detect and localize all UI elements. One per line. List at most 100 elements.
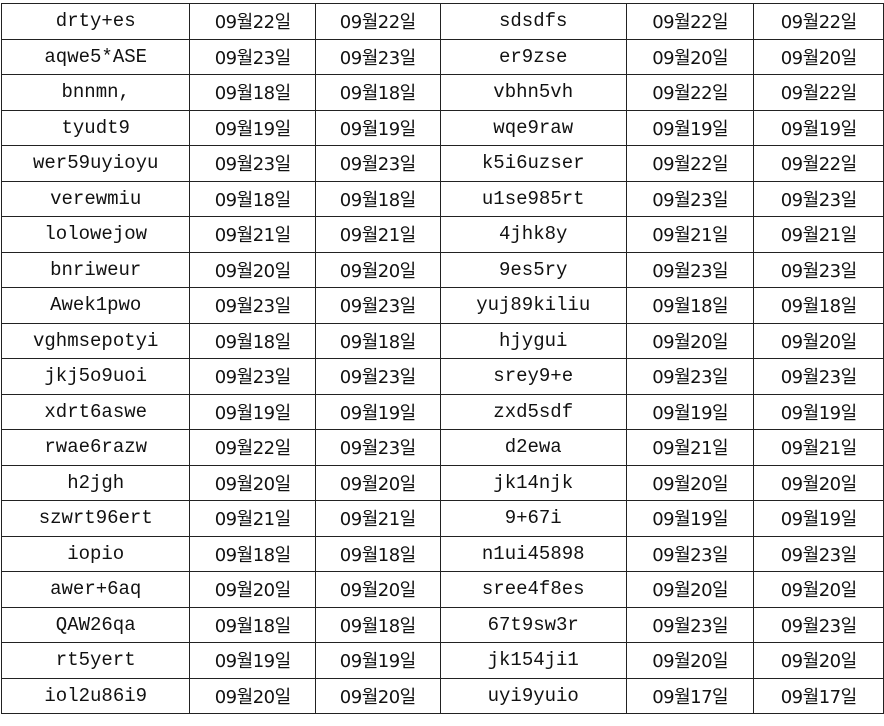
date-cell[interactable]: 09월22일: [753, 74, 884, 111]
code-cell[interactable]: QAW26qa: [0, 606, 191, 643]
code-cell[interactable]: rt5yert: [0, 642, 191, 679]
date-cell[interactable]: 09월23일: [625, 180, 755, 217]
date-cell[interactable]: 09월20일: [625, 322, 755, 359]
date-cell[interactable]: 09월22일: [189, 3, 316, 40]
date-cell[interactable]: 09월20일: [189, 571, 316, 608]
date-cell[interactable]: 09월21일: [189, 216, 316, 253]
date-cell[interactable]: 09월19일: [753, 500, 884, 537]
date-cell[interactable]: 09월19일: [625, 500, 755, 537]
date-cell[interactable]: 09월19일: [753, 109, 884, 146]
date-cell[interactable]: 09월20일: [314, 251, 441, 288]
date-cell[interactable]: 09월17일: [625, 677, 755, 714]
date-cell[interactable]: 09월20일: [625, 464, 755, 501]
code-cell[interactable]: h2jgh: [0, 464, 191, 501]
code-cell[interactable]: 4jhk8y: [439, 216, 627, 253]
code-cell[interactable]: sree4f8es: [439, 571, 627, 608]
date-cell[interactable]: 09월23일: [314, 429, 441, 466]
code-cell[interactable]: yuj89kiliu: [439, 287, 627, 324]
date-cell[interactable]: 09월20일: [189, 464, 316, 501]
date-cell[interactable]: 09월23일: [314, 38, 441, 75]
date-cell[interactable]: 09월23일: [625, 358, 755, 395]
date-cell[interactable]: 09월19일: [189, 642, 316, 679]
date-cell[interactable]: 09월18일: [189, 322, 316, 359]
code-cell[interactable]: 9+67i: [439, 500, 627, 537]
code-cell[interactable]: zxd5sdf: [439, 393, 627, 430]
code-cell[interactable]: verewmiu: [0, 180, 191, 217]
date-cell[interactable]: 09월20일: [314, 464, 441, 501]
date-cell[interactable]: 09월20일: [753, 571, 884, 608]
date-cell[interactable]: 09월18일: [189, 74, 316, 111]
date-cell[interactable]: 09월22일: [625, 145, 755, 182]
code-cell[interactable]: n1ui45898: [439, 535, 627, 572]
code-cell[interactable]: bnriweur: [0, 251, 191, 288]
code-cell[interactable]: Awek1pwo: [0, 287, 191, 324]
date-cell[interactable]: 09월23일: [625, 251, 755, 288]
code-cell[interactable]: k5i6uzser: [439, 145, 627, 182]
date-cell[interactable]: 09월20일: [625, 38, 755, 75]
date-cell[interactable]: 09월21일: [189, 500, 316, 537]
date-cell[interactable]: 09월18일: [314, 180, 441, 217]
code-cell[interactable]: 9es5ry: [439, 251, 627, 288]
date-cell[interactable]: 09월22일: [314, 3, 441, 40]
date-cell[interactable]: 09월19일: [753, 393, 884, 430]
date-cell[interactable]: 09월22일: [753, 145, 884, 182]
date-cell[interactable]: 09월17일: [753, 677, 884, 714]
date-cell[interactable]: 09월19일: [314, 109, 441, 146]
code-cell[interactable]: vbhn5vh: [439, 74, 627, 111]
date-cell[interactable]: 09월19일: [625, 109, 755, 146]
date-cell[interactable]: 09월23일: [314, 287, 441, 324]
date-cell[interactable]: 09월21일: [625, 216, 755, 253]
code-cell[interactable]: awer+6aq: [0, 571, 191, 608]
date-cell[interactable]: 09월18일: [314, 606, 441, 643]
date-cell[interactable]: 09월18일: [189, 180, 316, 217]
code-cell[interactable]: u1se985rt: [439, 180, 627, 217]
date-cell[interactable]: 09월23일: [189, 358, 316, 395]
code-cell[interactable]: drty+es: [0, 3, 191, 40]
code-cell[interactable]: 67t9sw3r: [439, 606, 627, 643]
code-cell[interactable]: uyi9yuio: [439, 677, 627, 714]
date-cell[interactable]: 09월18일: [189, 606, 316, 643]
date-cell[interactable]: 09월18일: [314, 322, 441, 359]
date-cell[interactable]: 09월23일: [314, 145, 441, 182]
date-cell[interactable]: 09월23일: [753, 251, 884, 288]
date-cell[interactable]: 09월20일: [625, 642, 755, 679]
date-cell[interactable]: 09월19일: [314, 393, 441, 430]
date-cell[interactable]: 09월18일: [189, 535, 316, 572]
date-cell[interactable]: 09월23일: [314, 358, 441, 395]
code-cell[interactable]: iopio: [0, 535, 191, 572]
date-cell[interactable]: 09월19일: [189, 393, 316, 430]
code-cell[interactable]: er9zse: [439, 38, 627, 75]
date-cell[interactable]: 09월21일: [314, 500, 441, 537]
code-cell[interactable]: srey9+e: [439, 358, 627, 395]
date-cell[interactable]: 09월23일: [753, 180, 884, 217]
date-cell[interactable]: 09월22일: [189, 429, 316, 466]
code-cell[interactable]: tyudt9: [0, 109, 191, 146]
date-cell[interactable]: 09월20일: [753, 38, 884, 75]
code-cell[interactable]: d2ewa: [439, 429, 627, 466]
code-cell[interactable]: vghmsepotyi: [0, 322, 191, 359]
date-cell[interactable]: 09월23일: [753, 535, 884, 572]
date-cell[interactable]: 09월20일: [314, 571, 441, 608]
date-cell[interactable]: 09월23일: [189, 287, 316, 324]
date-cell[interactable]: 09월22일: [753, 3, 884, 40]
code-cell[interactable]: szwrt96ert: [0, 500, 191, 537]
date-cell[interactable]: 09월23일: [753, 358, 884, 395]
code-cell[interactable]: lolowejow: [0, 216, 191, 253]
code-cell[interactable]: jk154ji1: [439, 642, 627, 679]
date-cell[interactable]: 09월18일: [314, 535, 441, 572]
code-cell[interactable]: bnnmn,: [0, 74, 191, 111]
date-cell[interactable]: 09월21일: [753, 429, 884, 466]
date-cell[interactable]: 09월22일: [625, 3, 755, 40]
date-cell[interactable]: 09월23일: [189, 145, 316, 182]
code-cell[interactable]: wqe9raw: [439, 109, 627, 146]
date-cell[interactable]: 09월18일: [625, 287, 755, 324]
date-cell[interactable]: 09월20일: [753, 464, 884, 501]
code-cell[interactable]: aqwe5*ASE: [0, 38, 191, 75]
code-cell[interactable]: hjygui: [439, 322, 627, 359]
date-cell[interactable]: 09월23일: [753, 606, 884, 643]
date-cell[interactable]: 09월20일: [314, 677, 441, 714]
date-cell[interactable]: 09월19일: [625, 393, 755, 430]
date-cell[interactable]: 09월21일: [625, 429, 755, 466]
code-cell[interactable]: iol2u86i9: [0, 677, 191, 714]
date-cell[interactable]: 09월23일: [625, 535, 755, 572]
